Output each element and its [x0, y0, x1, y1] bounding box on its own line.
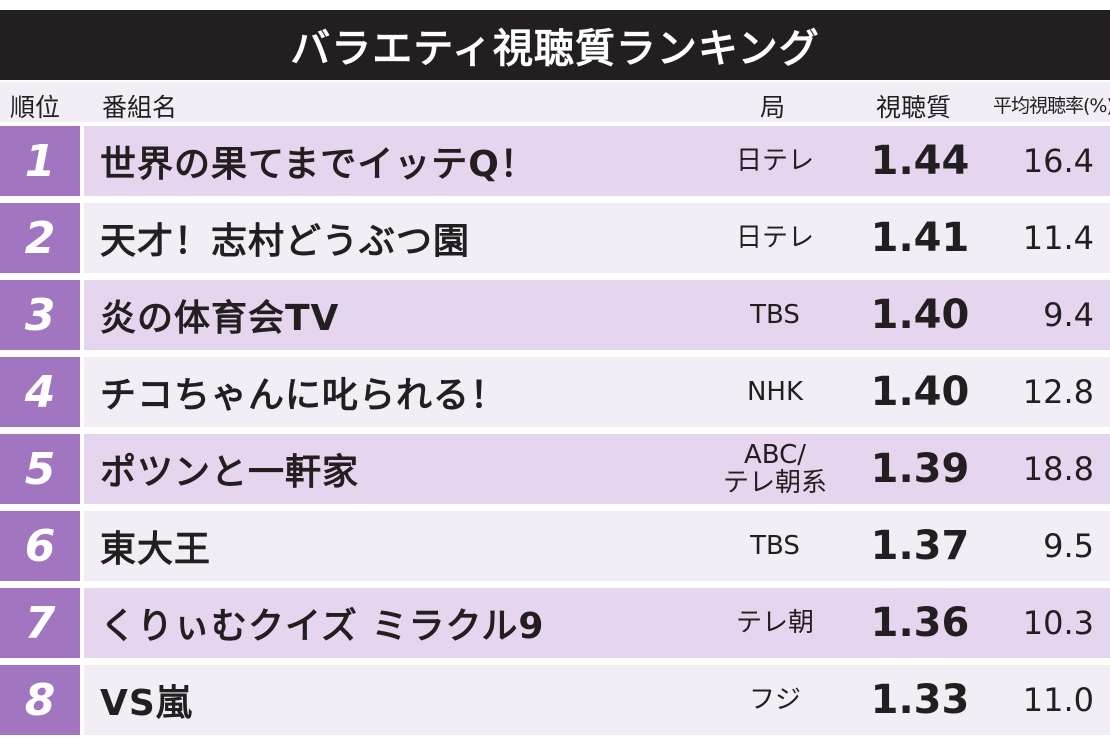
- table-row: 4 チコちゃんに叱られる！ NHK 1.40 12.8: [0, 357, 1110, 427]
- row-band: [84, 511, 1110, 581]
- row-band: [84, 203, 1110, 273]
- table-body: 1 世界の果てまでイッテQ！ 日テレ 1.44 16.4 2 天才！志村どうぶつ…: [0, 126, 1110, 742]
- program-name: 天才！志村どうぶつ園: [100, 221, 471, 262]
- average-rating: 11.0: [1022, 681, 1094, 719]
- station: 日テレ: [735, 146, 814, 176]
- station: TBS: [750, 300, 800, 330]
- rank-badge: 2: [0, 203, 80, 273]
- station: 日テレ: [735, 223, 814, 253]
- rank-badge: 4: [0, 357, 80, 427]
- program-name: チコちゃんに叱られる！: [100, 375, 508, 416]
- program-name: VS嵐: [100, 683, 193, 724]
- station: フジ: [748, 685, 801, 715]
- row-band: [84, 357, 1110, 427]
- table-row: 7 くりぃむクイズ ミラクル9 テレ朝 1.36 10.3: [0, 588, 1110, 658]
- row-band: [84, 434, 1110, 504]
- average-rating: 12.8: [1022, 373, 1094, 411]
- program-name: くりぃむクイズ ミラクル9: [100, 606, 545, 647]
- row-band: [84, 588, 1110, 658]
- table-row: 6 東大王 TBS 1.37 9.5: [0, 511, 1110, 581]
- row-band: [84, 280, 1110, 350]
- station: テレ朝: [735, 608, 814, 638]
- view-quality: 1.36: [870, 600, 970, 646]
- station: ABC/ テレ朝系: [722, 440, 827, 498]
- table-row: 3 炎の体育会TV TBS 1.40 9.4: [0, 280, 1110, 350]
- view-quality: 1.40: [870, 369, 970, 415]
- program-name: 世界の果てまでイッテQ！: [100, 144, 537, 185]
- table-row: 1 世界の果てまでイッテQ！ 日テレ 1.44 16.4: [0, 126, 1110, 196]
- rank-badge: 5: [0, 434, 80, 504]
- row-band: [84, 665, 1110, 735]
- average-rating: 18.8: [1022, 450, 1094, 488]
- average-rating: 16.4: [1022, 142, 1094, 180]
- view-quality: 1.41: [870, 215, 970, 261]
- rank-badge: 3: [0, 280, 80, 350]
- program-name: 東大王: [100, 529, 212, 570]
- view-quality: 1.39: [870, 446, 970, 492]
- table-title: バラエティ視聴質ランキング: [0, 10, 1110, 80]
- station: NHK: [746, 377, 804, 407]
- average-rating: 10.3: [1022, 604, 1094, 642]
- program-name: 炎の体育会TV: [100, 298, 340, 339]
- rank-badge: 8: [0, 665, 80, 735]
- header-program-name: 番組名: [102, 93, 178, 122]
- rank-badge: 7: [0, 588, 80, 658]
- average-rating: 11.4: [1022, 219, 1094, 257]
- view-quality: 1.44: [870, 138, 970, 184]
- station: TBS: [750, 531, 800, 561]
- table-row: 8 VS嵐 フジ 1.33 11.0: [0, 665, 1110, 735]
- rank-badge: 1: [0, 126, 80, 196]
- average-rating: 9.4: [1043, 296, 1094, 334]
- header-rank: 順位: [10, 93, 61, 122]
- view-quality: 1.37: [870, 523, 970, 569]
- view-quality: 1.33: [870, 677, 970, 723]
- table-row: 5 ポツンと一軒家 ABC/ テレ朝系 1.39 18.8: [0, 434, 1110, 504]
- header-view-quality: 視聴質: [876, 93, 952, 122]
- table-header: 順位 番組名 局 視聴質 平均視聴率(%): [0, 82, 1110, 122]
- rank-badge: 6: [0, 511, 80, 581]
- header-station: 局: [760, 93, 786, 122]
- average-rating: 9.5: [1043, 527, 1094, 565]
- row-band: [84, 126, 1110, 196]
- table-row: 2 天才！志村どうぶつ園 日テレ 1.41 11.4: [0, 203, 1110, 273]
- view-quality: 1.40: [870, 292, 970, 338]
- program-name: ポツンと一軒家: [100, 452, 360, 493]
- header-average-rating: 平均視聴率(%): [993, 95, 1110, 117]
